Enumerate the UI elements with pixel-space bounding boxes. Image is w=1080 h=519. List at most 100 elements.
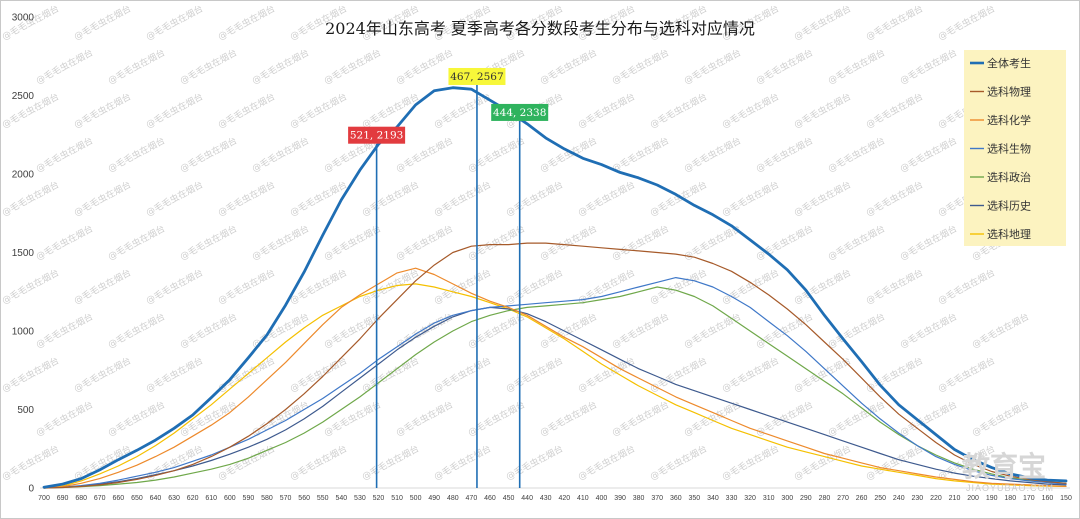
x-tick-label: 620	[187, 495, 199, 502]
logo-name: 教育宝	[962, 450, 1046, 483]
x-tick-label: 340	[707, 495, 719, 502]
x-tick-label: 700	[38, 495, 50, 502]
x-tick-label: 480	[447, 495, 459, 502]
legend-label: 选科物理	[987, 85, 1031, 99]
legend-item: 选科化学	[970, 113, 1031, 127]
x-tick-label: 320	[744, 495, 756, 502]
x-tick-label: 530	[354, 495, 366, 502]
x-tick-label: 170	[1023, 495, 1035, 502]
logo-url: JIAOYUBAO.COM	[966, 483, 1054, 493]
y-tick-label: 1000	[12, 327, 35, 338]
x-axis: 700 690 680 670 660 650 640 630 620 610 600 590 580 5…	[38, 487, 1072, 502]
y-tick-label: 0	[28, 484, 34, 495]
x-tick-label: 520	[373, 495, 385, 502]
x-tick-label: 390	[614, 495, 626, 502]
x-tick-label: 210	[949, 495, 961, 502]
x-tick-label: 630	[168, 495, 180, 502]
legend-item: 选科物理	[970, 85, 1031, 99]
legend-label: 选科化学	[987, 113, 1031, 127]
annotations-layer: 521, 2193 467, 2567 444, 2338	[348, 67, 549, 488]
x-tick-label: 160	[1042, 495, 1054, 502]
x-tick-label: 430	[540, 495, 552, 502]
x-tick-label: 150	[1060, 495, 1072, 502]
x-tick-label: 360	[670, 495, 682, 502]
series-line-2	[43, 242, 1067, 489]
legend-label: 选科地理	[987, 227, 1031, 241]
x-tick-label: 230	[912, 495, 924, 502]
site-logo: 教育宝 JIAOYUBAO.COM	[962, 450, 1054, 493]
x-tick-label: 190	[986, 495, 998, 502]
x-tick-label: 570	[280, 495, 292, 502]
series-line-1	[42, 86, 1068, 489]
legend-label: 选科生物	[987, 142, 1031, 156]
annotation-label: 521, 2193	[350, 130, 403, 142]
y-tick-label: 3000	[12, 13, 35, 24]
x-tick-label: 580	[261, 495, 273, 502]
x-tick-label: 490	[428, 495, 440, 502]
x-tick-label: 640	[150, 495, 162, 502]
annotation-label: 444, 2338	[493, 107, 546, 119]
x-tick-label: 650	[131, 495, 143, 502]
legend-item: 全体考生	[970, 56, 1031, 70]
x-tick-label: 600	[224, 495, 236, 502]
x-tick-label: 290	[800, 495, 812, 502]
x-tick-label: 220	[930, 495, 942, 502]
legend-label: 全体考生	[987, 56, 1031, 70]
x-tick-label: 690	[57, 495, 69, 502]
x-tick-label: 410	[577, 495, 589, 502]
x-tick-label: 350	[689, 495, 701, 502]
x-tick-label: 510	[391, 495, 403, 502]
x-tick-label: 590	[243, 495, 255, 502]
x-tick-label: 180	[1004, 495, 1016, 502]
series-layer	[42, 86, 1068, 489]
annotation-box	[491, 103, 549, 121]
x-tick-label: 550	[317, 495, 329, 502]
y-tick-label: 500	[17, 405, 34, 416]
legend-item: 选科历史	[970, 199, 1031, 213]
legend-item: 选科政治	[970, 170, 1031, 184]
x-tick-label: 470	[466, 495, 478, 502]
chart-title: 2024年山东高考 夏季高考各分数段考生分布与选科对应情况	[325, 19, 755, 38]
x-tick-label: 660	[112, 495, 124, 502]
annotation-box	[348, 126, 406, 144]
x-tick-label: 420	[558, 495, 570, 502]
x-tick-label: 440	[521, 495, 533, 502]
x-tick-label: 370	[651, 495, 663, 502]
legend-item: 选科生物	[970, 142, 1031, 156]
y-tick-label: 2500	[12, 91, 35, 102]
legend-item: 选科地理	[970, 227, 1031, 241]
x-tick-label: 250	[874, 495, 886, 502]
y-tick-label: 2000	[12, 170, 35, 181]
x-tick-label: 560	[298, 495, 310, 502]
legend-label: 选科政治	[987, 170, 1031, 184]
annotation-label: 467, 2567	[450, 71, 503, 83]
series-line-4	[43, 277, 1067, 489]
x-tick-label: 300	[781, 495, 793, 502]
x-tick-label: 540	[335, 495, 347, 502]
x-tick-label: 260	[856, 495, 868, 502]
x-tick-label: 460	[484, 495, 496, 502]
y-tick-label: 1500	[12, 248, 35, 259]
series-line-7	[43, 283, 1067, 489]
x-tick-label: 380	[633, 495, 645, 502]
x-tick-label: 400	[596, 495, 608, 502]
x-tick-label: 280	[819, 495, 831, 502]
series-line-6	[43, 306, 1067, 489]
series-line-5	[43, 286, 1067, 489]
x-tick-label: 330	[726, 495, 738, 502]
series-line-3	[43, 267, 1067, 489]
legend-label: 选科历史	[987, 199, 1031, 213]
x-tick-label: 200	[967, 495, 979, 502]
x-tick-label: 610	[205, 495, 217, 502]
x-tick-label: 670	[94, 495, 106, 502]
x-tick-label: 680	[75, 495, 87, 502]
x-tick-label: 500	[410, 495, 422, 502]
x-tick-label: 270	[837, 495, 849, 502]
x-tick-label: 240	[893, 495, 905, 502]
x-tick-label: 310	[763, 495, 775, 502]
y-axis: 0 500 1000 1500 2000 2500 3000	[12, 13, 35, 495]
x-tick-label: 450	[503, 495, 515, 502]
